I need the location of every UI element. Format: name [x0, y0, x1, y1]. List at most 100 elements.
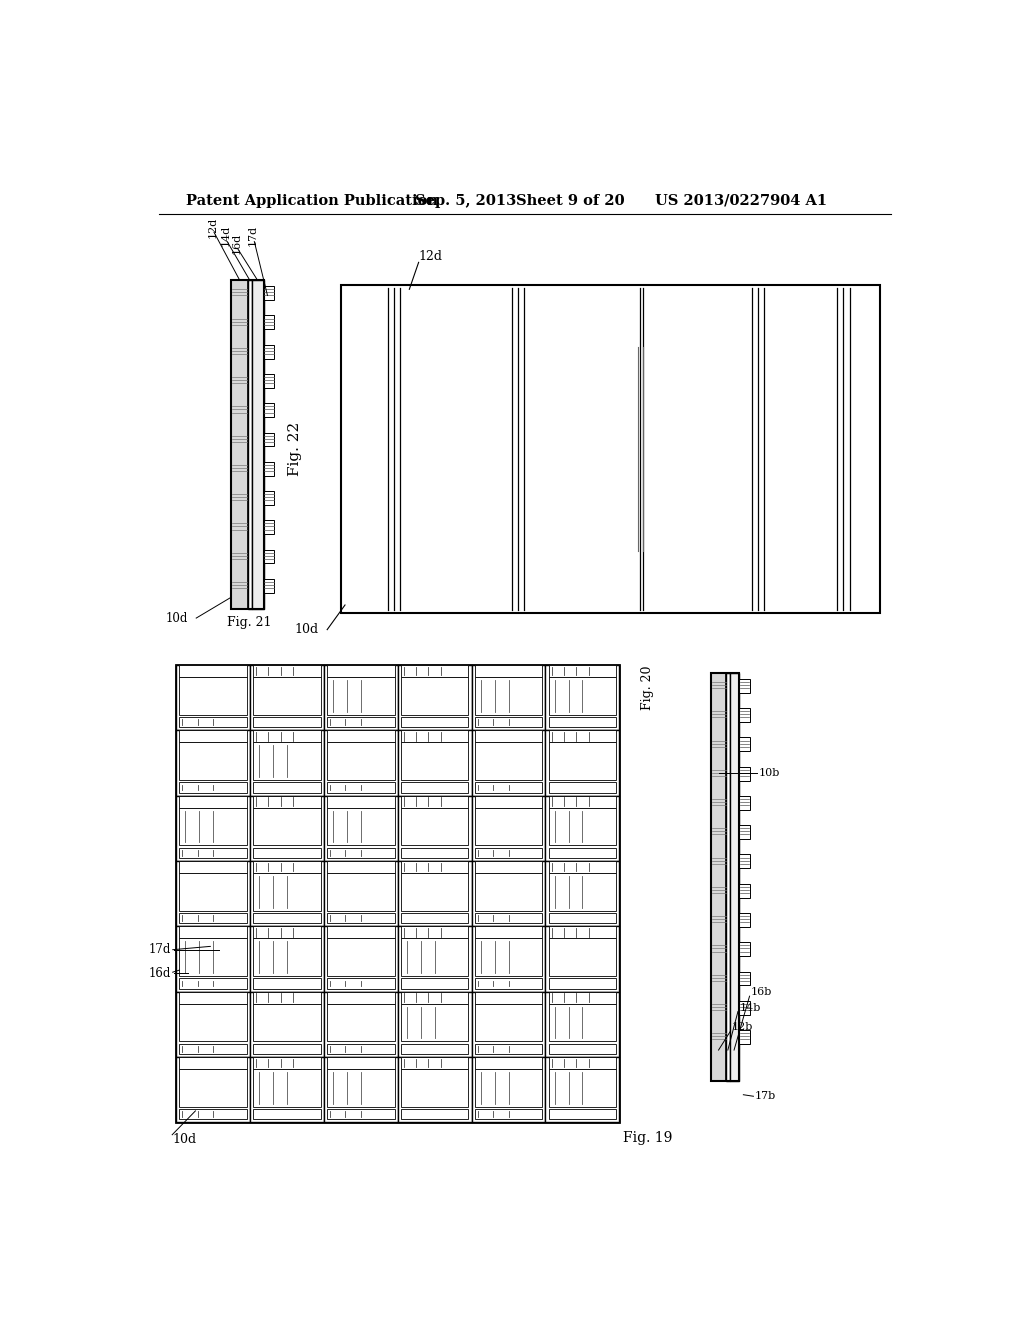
Bar — [253, 913, 321, 924]
Bar — [253, 1003, 321, 1041]
Bar — [475, 913, 543, 924]
Bar — [179, 717, 247, 727]
Bar — [400, 742, 469, 780]
Bar — [327, 742, 394, 780]
Bar — [475, 991, 543, 1003]
Bar — [179, 1003, 247, 1041]
Bar — [327, 861, 394, 873]
Bar — [739, 708, 750, 722]
Bar — [549, 927, 616, 939]
Bar — [253, 677, 321, 714]
Bar — [253, 665, 321, 677]
Bar — [472, 665, 546, 730]
Bar — [739, 825, 750, 840]
Bar — [549, 1109, 616, 1119]
Bar — [327, 1044, 394, 1053]
Bar — [253, 873, 321, 911]
Bar — [253, 978, 321, 989]
Bar — [179, 861, 247, 873]
Bar — [231, 280, 248, 609]
Bar — [739, 767, 750, 780]
Bar — [397, 927, 472, 991]
Bar — [253, 927, 321, 939]
Bar — [400, 927, 469, 939]
Bar — [475, 796, 543, 808]
Bar — [253, 808, 321, 845]
Bar — [475, 1069, 543, 1106]
Bar — [549, 978, 616, 989]
Bar — [179, 796, 247, 808]
Bar — [263, 491, 274, 506]
Bar — [546, 1057, 620, 1122]
Text: 10d: 10d — [295, 623, 318, 636]
Bar — [475, 808, 543, 845]
Bar — [400, 861, 469, 873]
Bar — [327, 677, 394, 714]
Bar — [549, 677, 616, 714]
Bar — [400, 717, 469, 727]
Bar — [179, 873, 247, 911]
Bar — [176, 927, 250, 991]
Bar — [176, 991, 250, 1057]
Bar — [739, 972, 750, 985]
Bar — [250, 1057, 324, 1122]
Bar — [546, 861, 620, 927]
Text: 12d: 12d — [419, 249, 442, 263]
Bar — [739, 854, 750, 869]
Bar — [475, 1109, 543, 1119]
Bar — [739, 942, 750, 956]
Text: US 2013/0227904 A1: US 2013/0227904 A1 — [655, 194, 827, 207]
Bar — [475, 717, 543, 727]
Text: 17d: 17d — [148, 944, 171, 957]
Text: 10d: 10d — [172, 1133, 197, 1146]
Bar — [400, 939, 469, 975]
Bar — [546, 991, 620, 1057]
Text: 17d: 17d — [248, 224, 258, 246]
Bar — [475, 978, 543, 989]
Bar — [472, 927, 546, 991]
Bar — [400, 796, 469, 808]
Bar — [397, 861, 472, 927]
Bar — [475, 1044, 543, 1053]
Bar — [549, 873, 616, 911]
Bar — [252, 280, 263, 609]
Bar — [263, 374, 274, 388]
Bar — [179, 1109, 247, 1119]
Bar — [327, 927, 394, 939]
Bar — [739, 913, 750, 927]
Bar — [549, 742, 616, 780]
Bar — [397, 796, 472, 861]
Bar — [253, 783, 321, 792]
Bar — [549, 783, 616, 792]
Bar — [475, 861, 543, 873]
Bar — [179, 1057, 247, 1069]
Bar — [400, 978, 469, 989]
Bar — [475, 677, 543, 714]
Bar — [327, 717, 394, 727]
Text: Patent Application Publication: Patent Application Publication — [186, 194, 438, 207]
Bar — [400, 991, 469, 1003]
Bar — [397, 1057, 472, 1122]
Text: 12b: 12b — [732, 1022, 753, 1032]
Bar — [341, 285, 880, 612]
Bar — [179, 730, 247, 742]
Bar — [726, 673, 730, 1081]
Bar — [253, 1057, 321, 1069]
Bar — [263, 286, 274, 300]
Text: 12d: 12d — [208, 216, 218, 239]
Text: Fig. 22: Fig. 22 — [289, 422, 302, 477]
Bar — [327, 783, 394, 792]
Bar — [549, 1057, 616, 1069]
Text: 17b: 17b — [755, 1092, 776, 1101]
Bar — [549, 913, 616, 924]
Bar — [324, 861, 397, 927]
Bar — [400, 1057, 469, 1069]
Bar — [327, 808, 394, 845]
Bar — [253, 730, 321, 742]
Bar — [475, 1003, 543, 1041]
Bar — [327, 665, 394, 677]
Bar — [176, 730, 250, 796]
Bar — [549, 665, 616, 677]
Bar — [549, 1003, 616, 1041]
Bar — [253, 847, 321, 858]
